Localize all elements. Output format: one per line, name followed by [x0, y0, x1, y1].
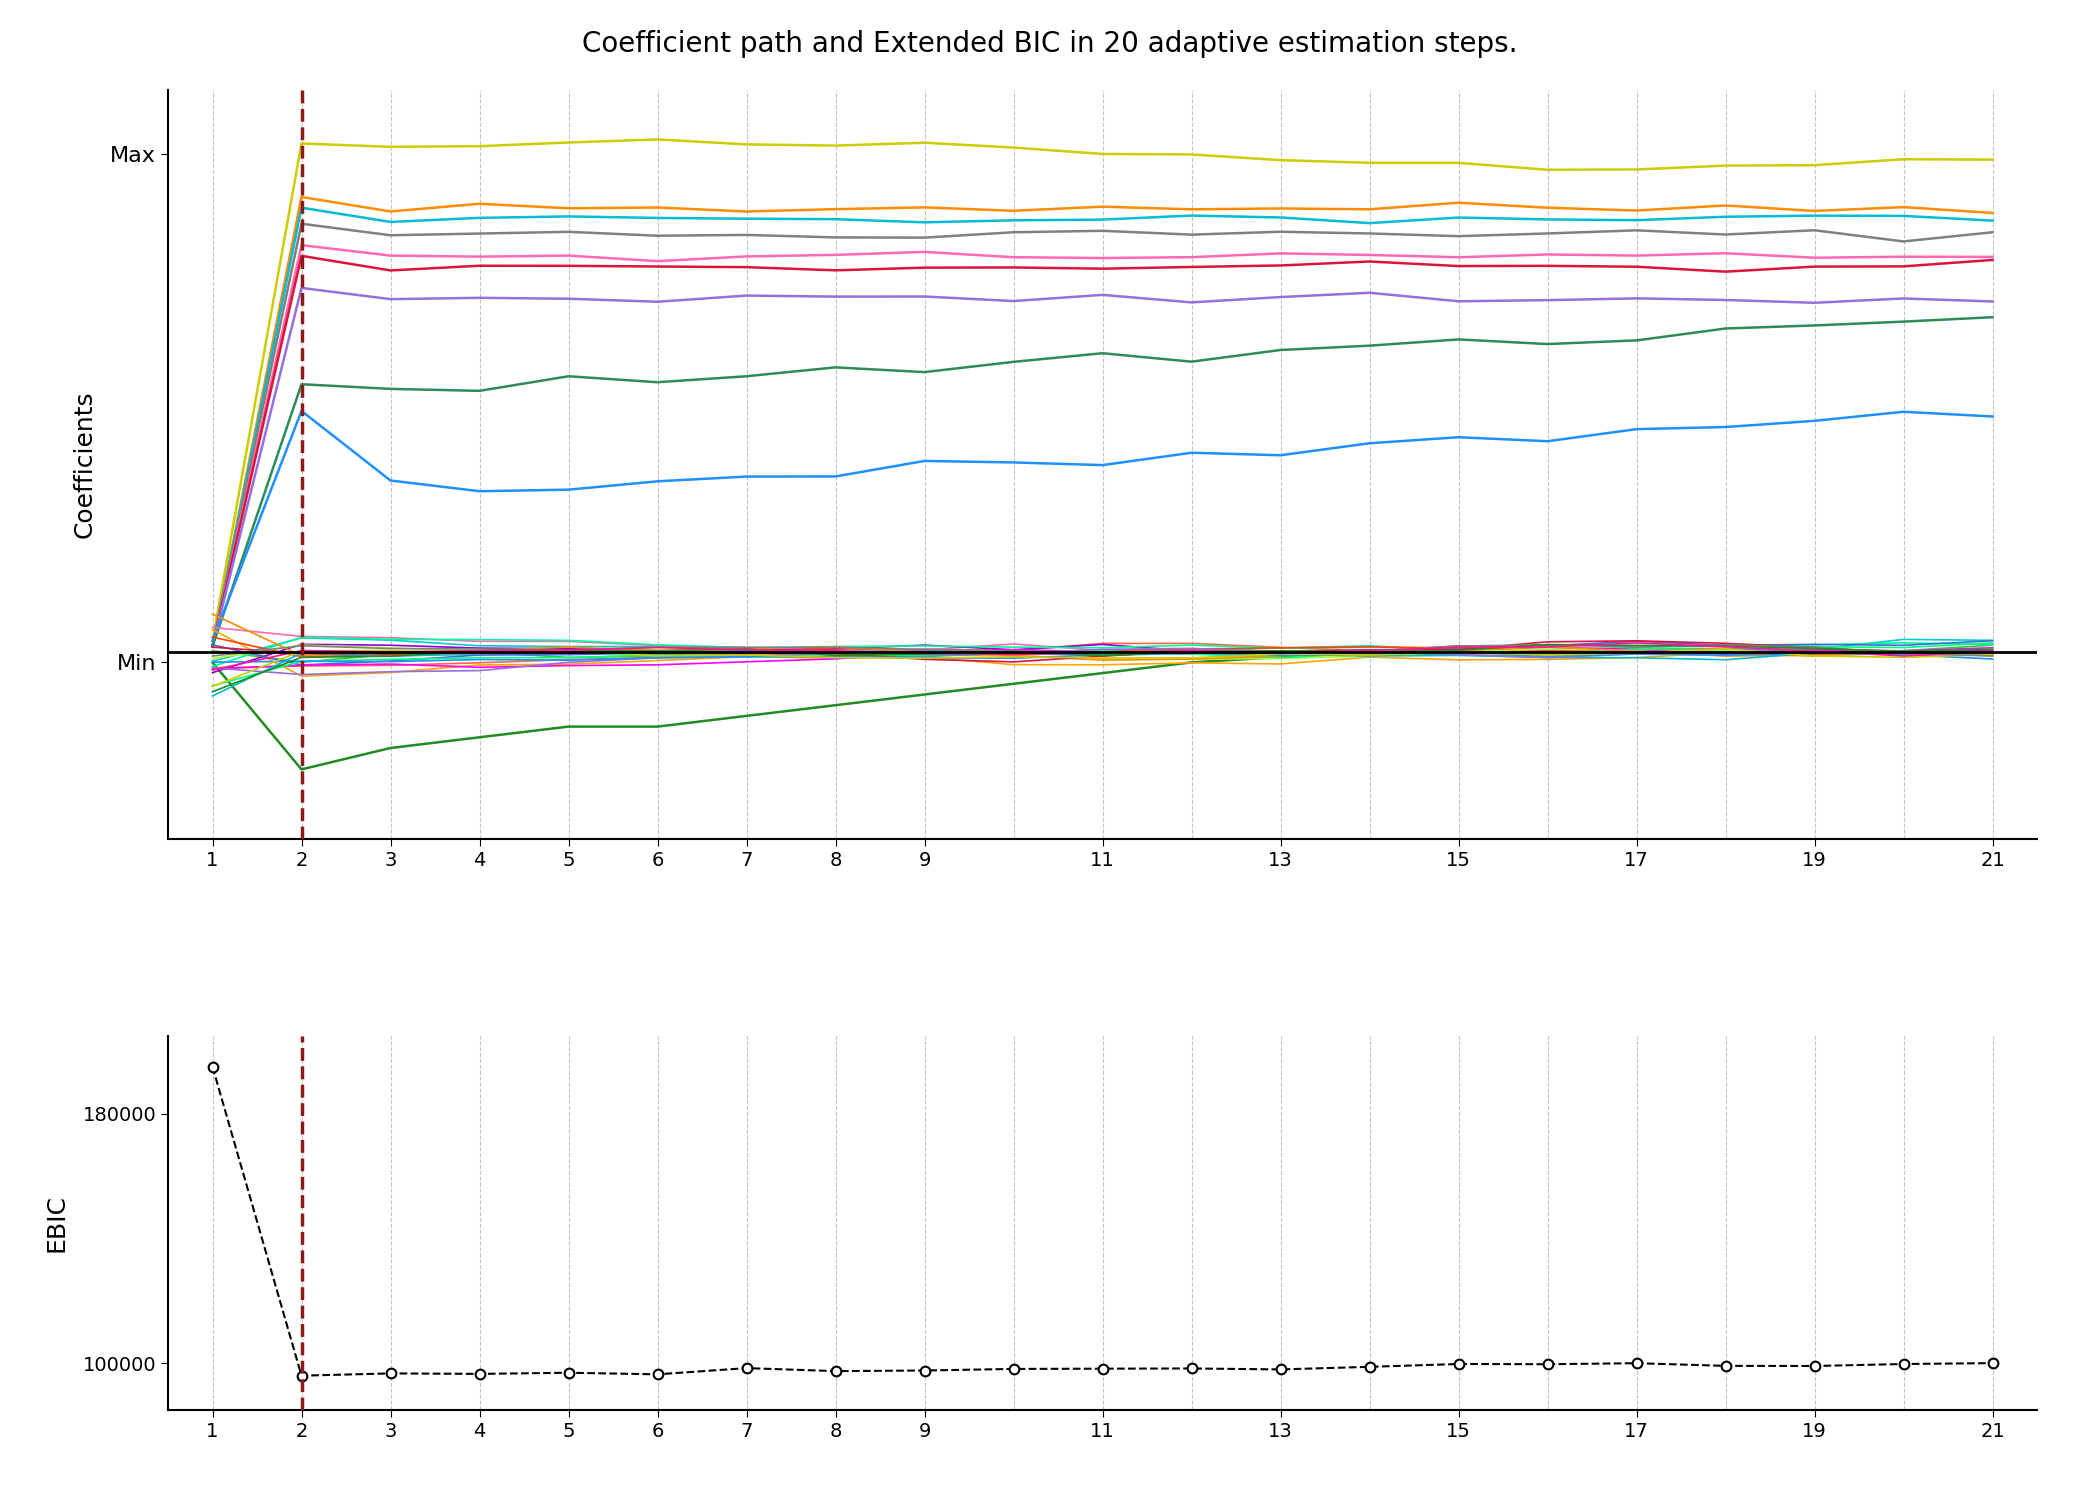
- Y-axis label: EBIC: EBIC: [44, 1194, 69, 1252]
- Y-axis label: Coefficients: Coefficients: [71, 390, 97, 538]
- Text: Coefficient path and Extended BIC in 20 adaptive estimation steps.: Coefficient path and Extended BIC in 20 …: [582, 30, 1518, 58]
